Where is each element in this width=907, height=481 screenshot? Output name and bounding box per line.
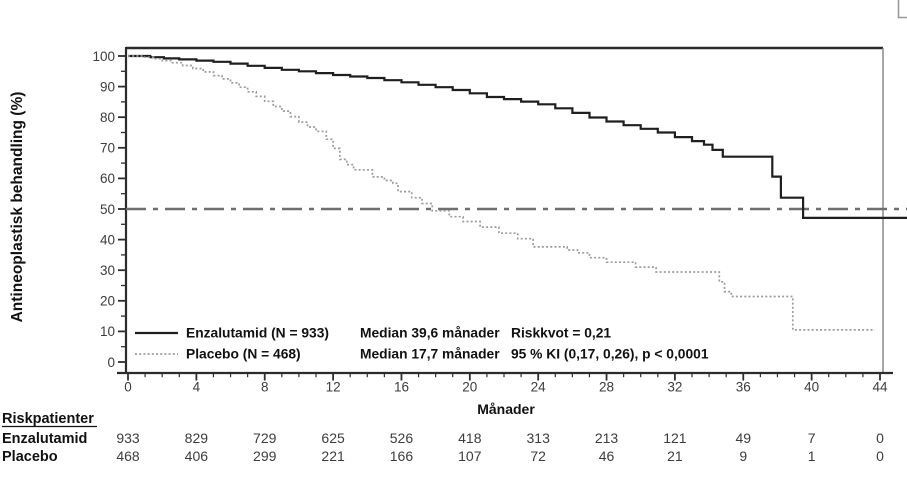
x-axis-title: Månader: [477, 401, 535, 417]
x-tick-label: 0: [124, 380, 132, 395]
risk-count: 49: [735, 430, 751, 446]
y-tick-label: 100: [92, 49, 115, 64]
y-tick-label: 70: [100, 141, 115, 156]
curve-enzalutamid: [128, 54, 907, 219]
risk-count: 72: [530, 448, 546, 464]
risk-row-label-placebo: Placebo: [2, 449, 58, 465]
axis-ticks: 0 4 8 12 16 20 24 28 32 36 40 441009080706050403020…: [92, 49, 888, 395]
x-tick-label: 20: [462, 380, 477, 395]
y-tick-label: 80: [100, 110, 115, 125]
curve-placebo: [128, 55, 875, 331]
y-tick-label: 30: [100, 263, 115, 278]
risk-count: 625: [321, 430, 345, 446]
y-tick-label: 40: [100, 232, 115, 247]
risk-count: 107: [458, 448, 482, 464]
risk-count: 121: [663, 430, 687, 446]
risk-count: 829: [185, 430, 209, 446]
risk-count: 9: [739, 448, 747, 464]
legend-stat-riskkvot: Riskkvot = 0,21: [511, 326, 611, 341]
x-tick-label: 12: [326, 380, 341, 395]
x-tick-label: 8: [261, 380, 269, 395]
x-tick-label: 32: [667, 380, 682, 395]
legend-stat-ki: 95 % KI (0,17, 0,26), p < 0,0001: [511, 347, 709, 362]
y-tick-label: 10: [100, 324, 115, 339]
y-tick-label: 50: [100, 202, 115, 217]
y-tick-label: 90: [100, 79, 115, 94]
risk-count: 221: [321, 448, 345, 464]
risk-count: 46: [599, 448, 615, 464]
survival-curves: [128, 54, 907, 331]
risk-count: 729: [253, 430, 277, 446]
legend-median-placebo: Median 17,7 månader: [360, 347, 500, 362]
y-tick-label: 60: [100, 171, 115, 186]
x-tick-label: 16: [394, 380, 409, 395]
x-tick-label: 44: [872, 380, 888, 395]
x-tick-label: 40: [804, 380, 819, 395]
risk-count: 468: [116, 448, 140, 464]
risk-count: 418: [458, 430, 482, 446]
page-corner-artifact: [897, 0, 907, 19]
legend-label-enzalutamid: Enzalutamid (N = 933): [186, 326, 329, 341]
risk-count: 933: [116, 430, 140, 446]
risk-table: Riskpatienter Enzalutamid Placebo: [2, 411, 97, 465]
y-axis-title: Antineoplastisk behandling (%): [9, 92, 26, 323]
x-tick-label: 24: [531, 380, 547, 395]
risk-count: 213: [595, 430, 619, 446]
risk-count: 313: [527, 430, 551, 446]
x-tick-label: 4: [193, 380, 201, 395]
risk-count: 7: [808, 430, 816, 446]
legend-label-placebo: Placebo (N = 468): [186, 347, 301, 362]
risk-row-label-enzalutamid: Enzalutamid: [2, 431, 87, 447]
y-tick-label: 0: [107, 355, 115, 370]
x-tick-label: 28: [599, 380, 614, 395]
risk-count: 21: [667, 448, 683, 464]
legend: Enzalutamid (N = 933) Placebo (N = 468) …: [135, 326, 709, 362]
risk-count: 1: [808, 448, 816, 464]
risk-count: 0: [876, 430, 884, 446]
risk-count: 166: [390, 448, 414, 464]
risk-count: 526: [390, 430, 414, 446]
risk-count: 0: [876, 448, 884, 464]
y-tick-label: 20: [100, 294, 115, 309]
x-tick-label: 36: [736, 380, 751, 395]
risk-count: 299: [253, 448, 277, 464]
legend-median-enzalutamid: Median 39,6 månader: [360, 326, 500, 341]
risk-count: 406: [185, 448, 209, 464]
risk-table-title: Riskpatienter: [2, 411, 94, 427]
